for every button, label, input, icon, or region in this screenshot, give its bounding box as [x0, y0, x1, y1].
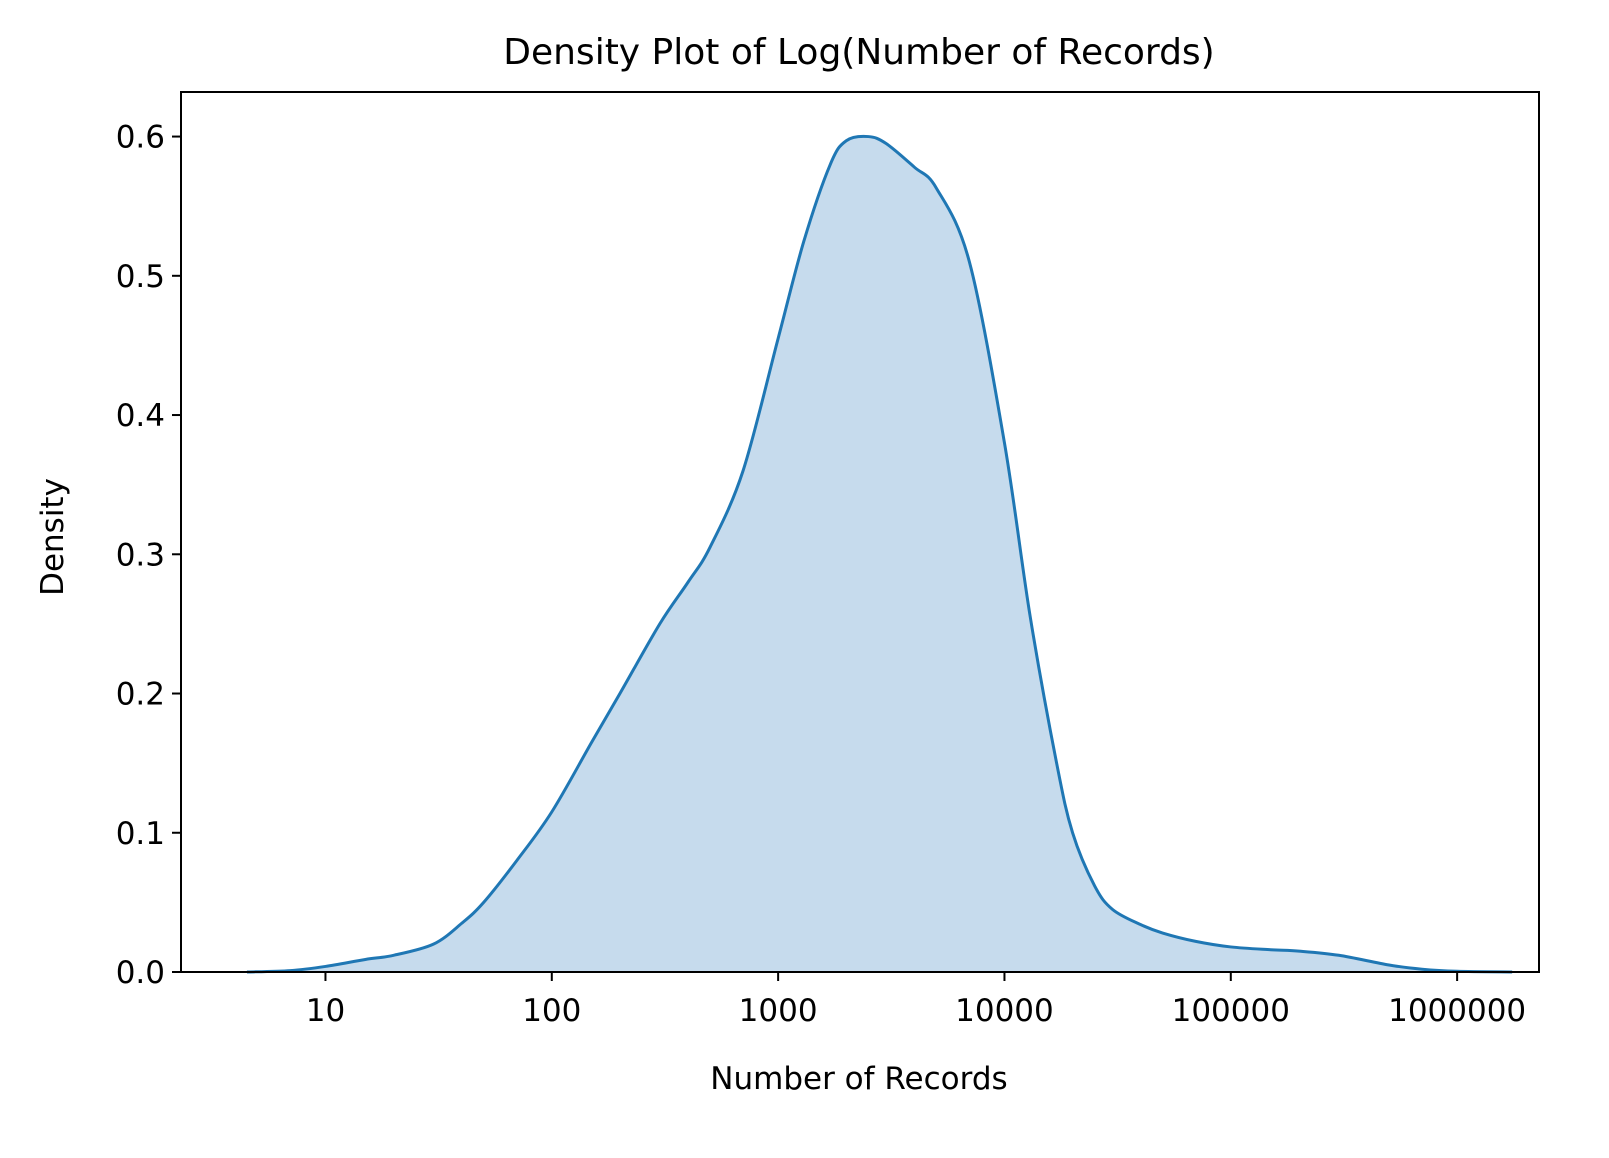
- x-tick-label: 1000: [739, 993, 818, 1029]
- density-line: [246, 134, 1513, 974]
- y-tick-label: 0.2: [116, 677, 165, 713]
- x-tick-label: 10: [306, 993, 345, 1029]
- y-tick-label: 0.4: [116, 398, 165, 434]
- x-axis-ticks: 10 100 1000 10000 100000 1000000: [306, 972, 1526, 1029]
- y-tick-label: 0.1: [116, 816, 165, 852]
- y-tick-label: 0.5: [116, 259, 165, 295]
- plot-area: [246, 134, 1513, 974]
- x-tick-label: 10000: [955, 993, 1054, 1029]
- y-tick-label: 0.3: [116, 537, 165, 573]
- x-tick-label: 100000: [1172, 993, 1290, 1029]
- y-tick-label: 0.0: [116, 955, 165, 991]
- y-axis-ticks: 0.0 0.1 0.2 0.3 0.4 0.5 0.6: [116, 120, 181, 991]
- y-axis-label: Density: [35, 478, 71, 596]
- x-axis-label: Number of Records: [710, 1061, 1007, 1097]
- x-tick-label: 1000000: [1388, 993, 1526, 1029]
- density-area-fill: [246, 136, 1513, 972]
- axes-frame: [180, 91, 1540, 973]
- chart-title: Density Plot of Log(Number of Records): [503, 32, 1214, 73]
- x-tick-label: 100: [522, 993, 581, 1029]
- y-tick-label: 0.6: [116, 120, 165, 156]
